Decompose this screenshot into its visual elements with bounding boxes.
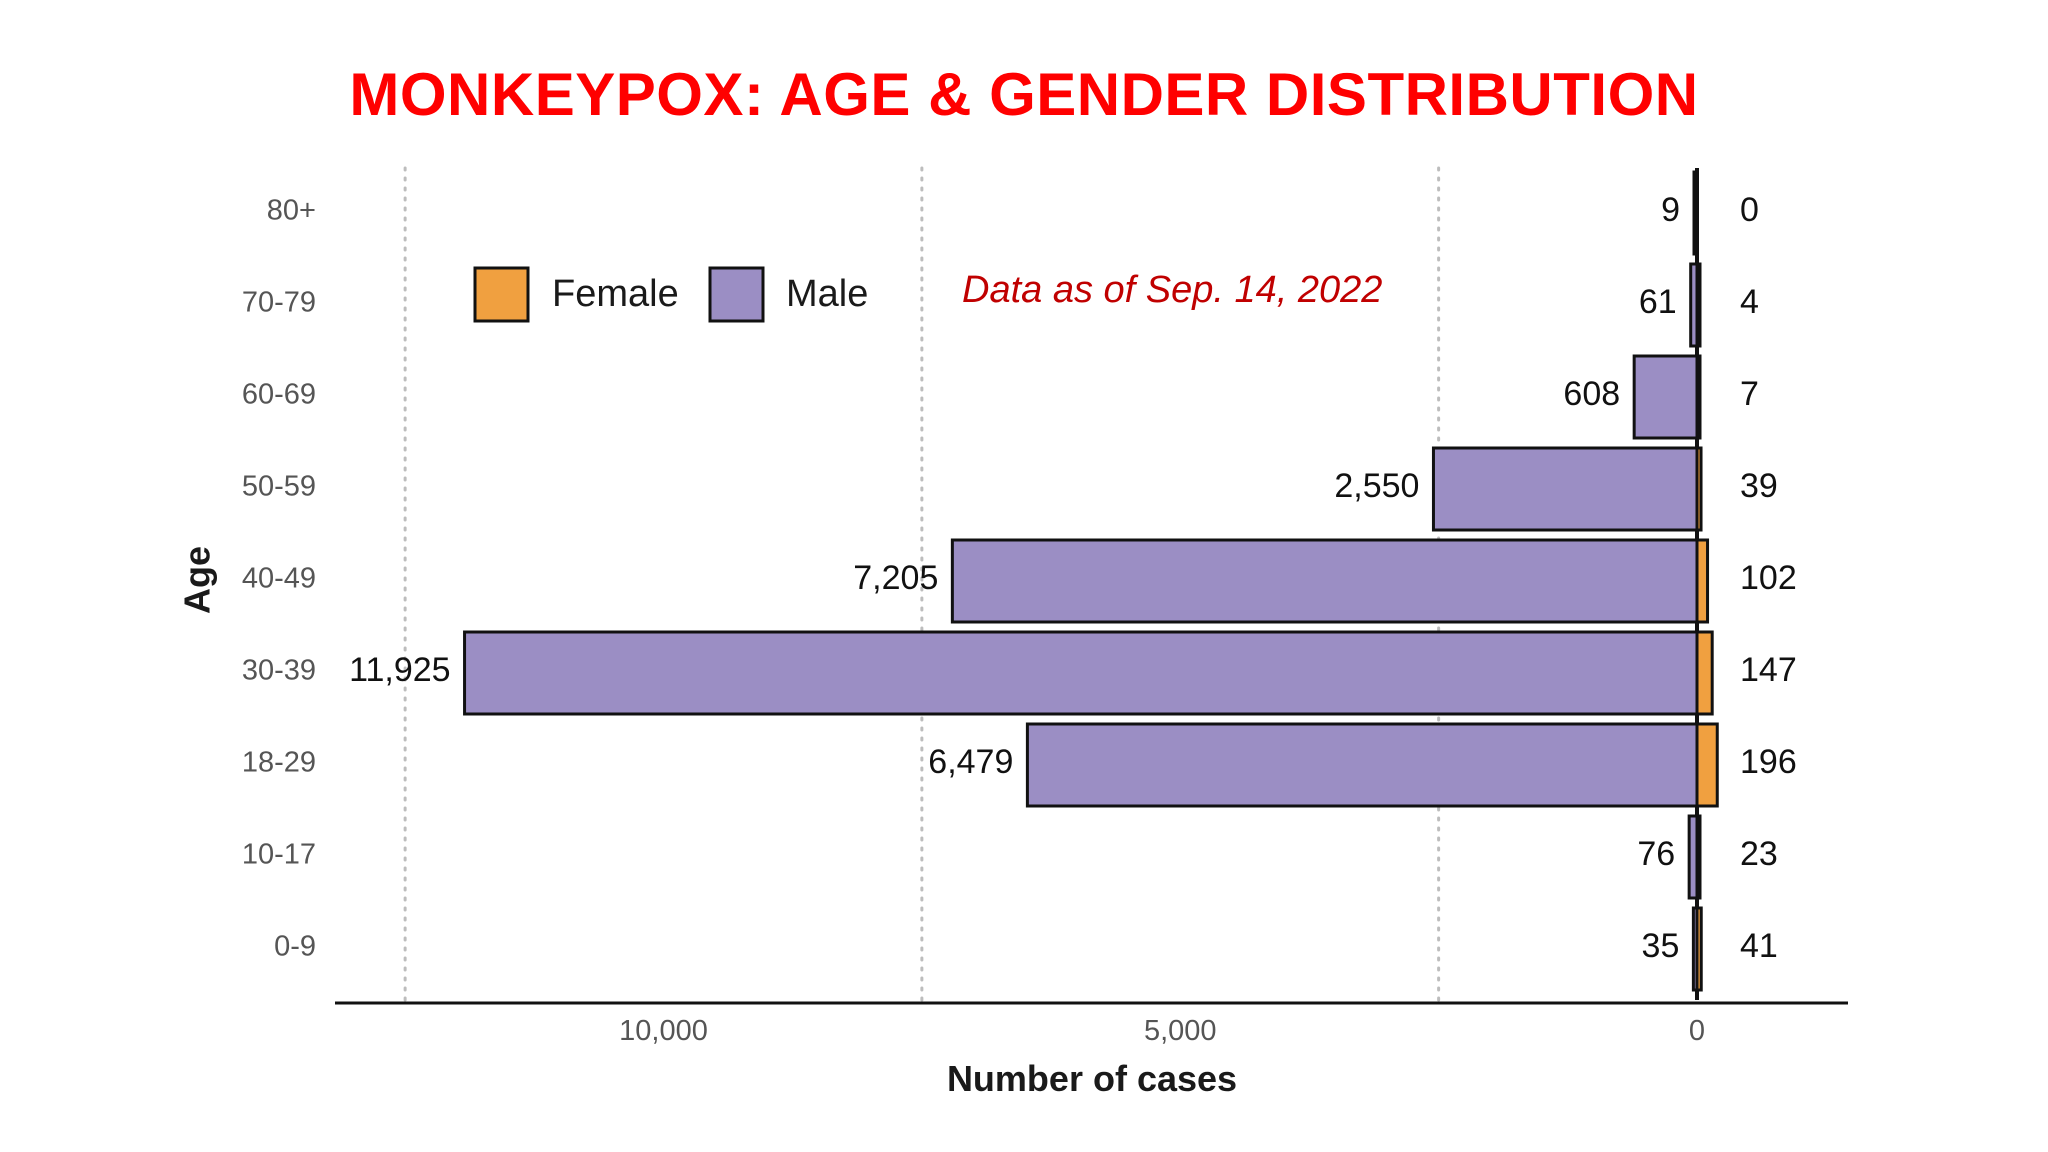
x-axis-title: Number of cases <box>947 1058 1237 1099</box>
bar-female <box>1695 262 1702 348</box>
legend-male-swatch <box>708 266 765 323</box>
y-tick-label: 60-69 <box>242 379 316 411</box>
male-value-label: 76 <box>1637 835 1675 873</box>
y-tick-label: 0-9 <box>274 931 316 963</box>
bar-male <box>1632 354 1699 440</box>
bar-male <box>463 630 1699 716</box>
bar-female <box>1695 722 1719 808</box>
male-value-label: 2,550 <box>1334 467 1419 505</box>
page-title: MONKEYPOX: AGE & GENDER DISTRIBUTION <box>349 61 1699 128</box>
female-value-label: 196 <box>1740 743 1797 781</box>
y-tick-label: 30-39 <box>242 655 316 687</box>
x-tick-label: 0 <box>1689 1015 1705 1047</box>
y-tick-label: 18-29 <box>242 747 316 779</box>
bar-male <box>1431 446 1699 532</box>
bar-female <box>1695 630 1714 716</box>
y-tick-label: 70-79 <box>242 287 316 319</box>
male-value-label: 608 <box>1563 375 1620 413</box>
bar-female <box>1695 538 1710 624</box>
y-axis-title: Age <box>177 546 218 614</box>
male-value-label: 35 <box>1642 927 1680 965</box>
legend-female-swatch <box>473 266 530 323</box>
bar-female <box>1695 446 1703 532</box>
male-value-label: 6,479 <box>928 743 1013 781</box>
male-value-label: 61 <box>1639 283 1677 321</box>
legend-male-label: Male <box>786 273 868 315</box>
data-date-annotation: Data as of Sep. 14, 2022 <box>962 269 1382 311</box>
y-tick-label: 10-17 <box>242 839 316 871</box>
female-value-label: 39 <box>1740 467 1778 505</box>
male-value-label: 7,205 <box>853 559 938 597</box>
female-value-label: 102 <box>1740 559 1797 597</box>
female-value-label: 0 <box>1740 191 1759 229</box>
y-tick-label: 40-49 <box>242 563 316 595</box>
bar-male <box>950 538 1699 624</box>
legend-female-label: Female <box>552 273 679 315</box>
y-tick-label: 80+ <box>267 195 316 227</box>
bar-female <box>1695 354 1702 440</box>
bar-female <box>1695 906 1703 992</box>
x-tick-label: 10,000 <box>619 1015 708 1047</box>
male-value-label: 11,925 <box>349 651 450 689</box>
y-tick-label: 50-59 <box>242 471 316 503</box>
female-value-label: 41 <box>1740 927 1778 965</box>
female-value-label: 7 <box>1740 375 1759 413</box>
bar-female <box>1695 814 1702 900</box>
female-value-label: 23 <box>1740 835 1778 873</box>
male-value-label: 9 <box>1661 191 1680 229</box>
x-tick-label: 5,000 <box>1144 1015 1217 1047</box>
bar-male <box>1692 170 1699 256</box>
female-value-label: 4 <box>1740 283 1759 321</box>
bar-male <box>1025 722 1699 808</box>
female-value-label: 147 <box>1740 651 1797 689</box>
